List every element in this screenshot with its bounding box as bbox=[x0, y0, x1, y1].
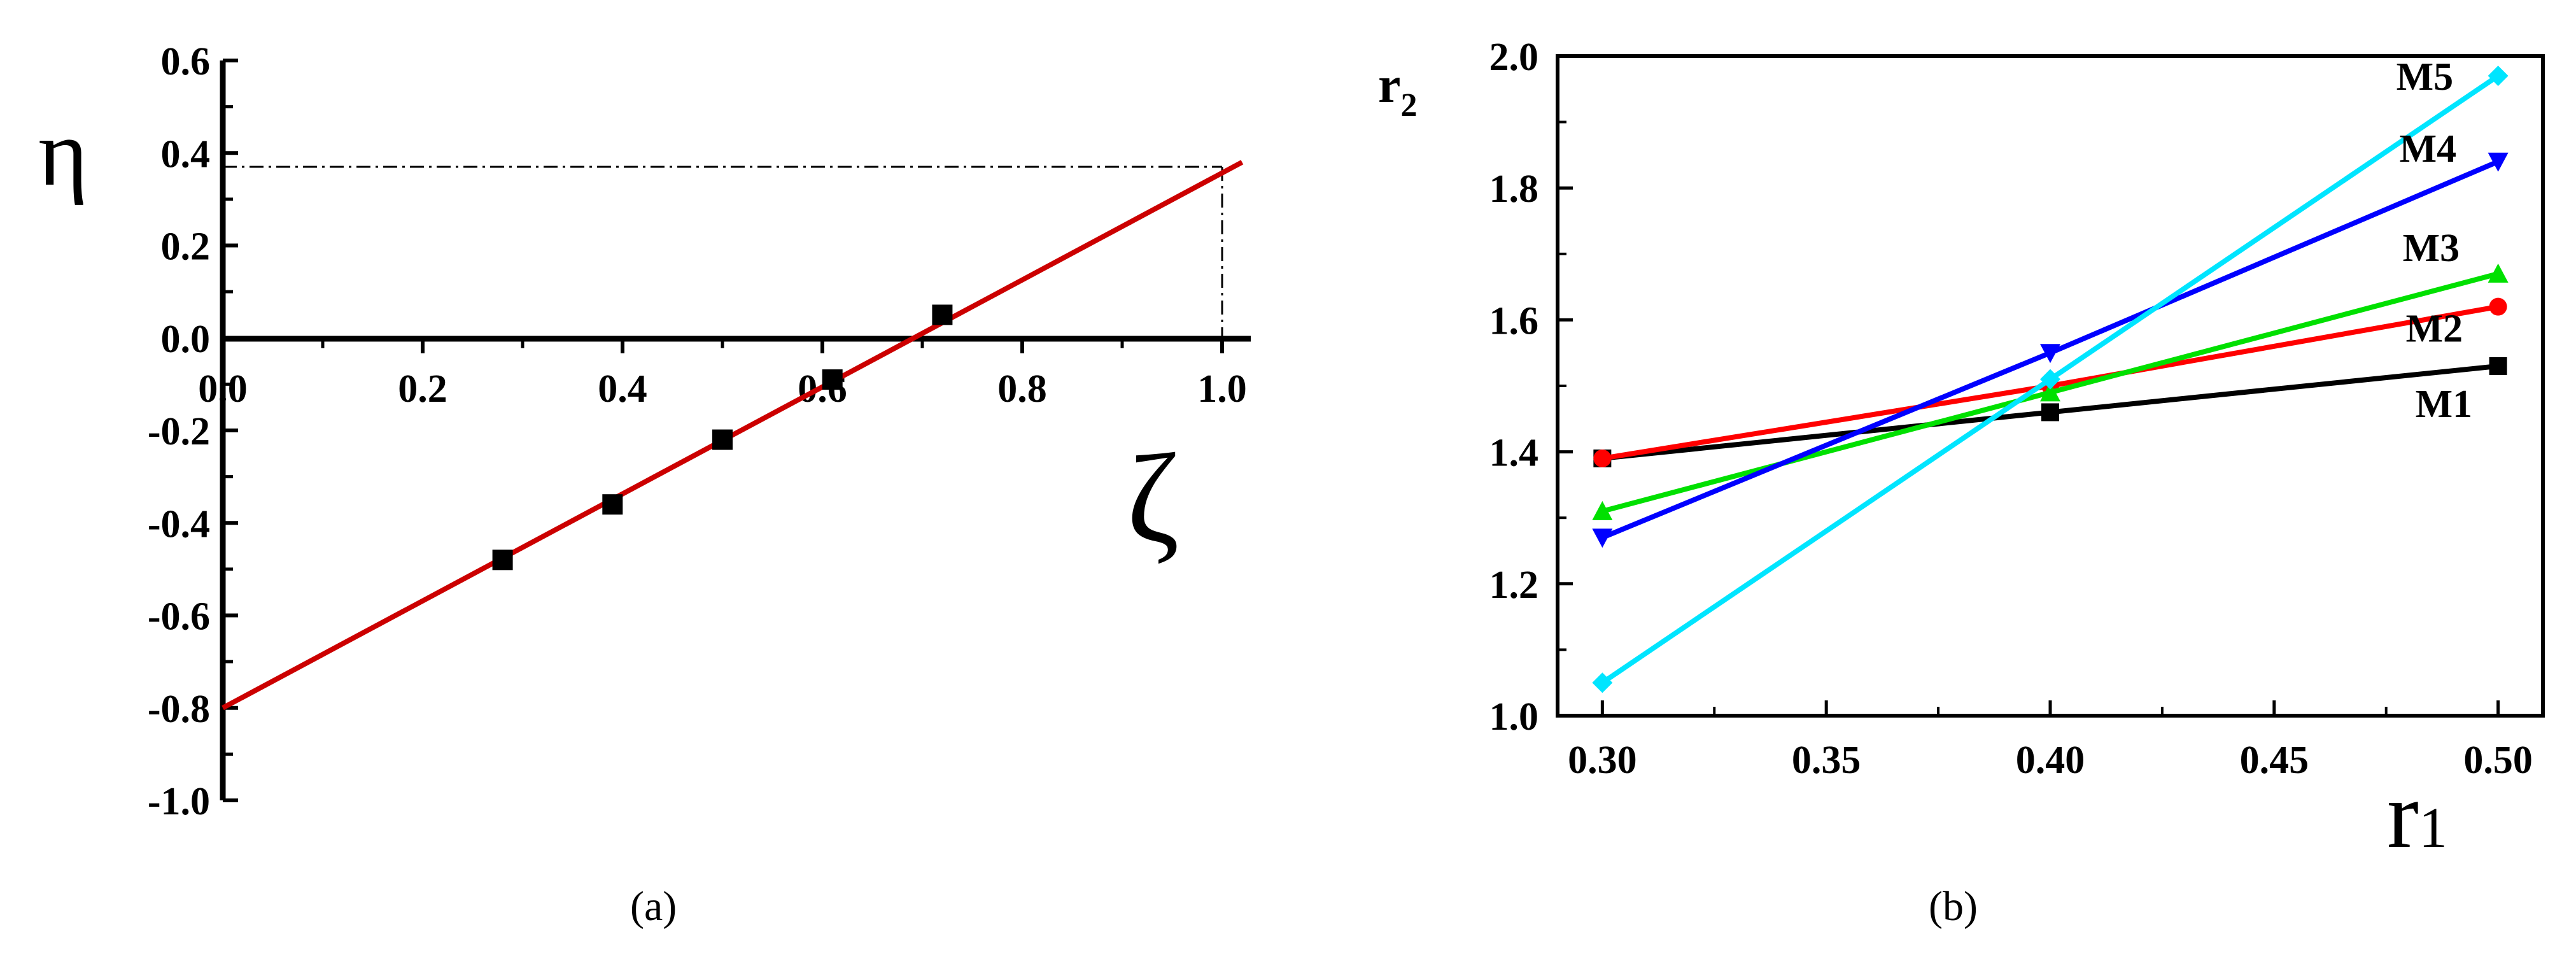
panel-a-data-point bbox=[932, 304, 953, 325]
panel-a-y-tick-label: 0.2 bbox=[161, 225, 211, 269]
panel-a-y-tick-label: 0.4 bbox=[161, 132, 211, 176]
panel-b-x-tick-label: 0.45 bbox=[2240, 739, 2309, 782]
panel-b-caption: (b) bbox=[1929, 883, 1978, 930]
panel-b-series-label: M2 bbox=[2406, 308, 2463, 351]
panel-b-series-M3 bbox=[1592, 263, 2509, 520]
panel-b-y-tick-label: 1.8 bbox=[1489, 167, 1539, 211]
panel-b-x-tick-label: 0.30 bbox=[1568, 739, 1637, 782]
panel-b-series-marker bbox=[2040, 382, 2060, 402]
panel-a-x-tick-label: 0.8 bbox=[997, 367, 1047, 411]
panel-b-y-tick-label: 1.6 bbox=[1489, 299, 1539, 343]
panel-b-series-marker bbox=[1592, 500, 1613, 520]
panel-a-x-tick-label: 0.4 bbox=[598, 367, 647, 411]
panel-b-series-M4 bbox=[1592, 152, 2509, 548]
panel-a-x-tick-label: 0.2 bbox=[398, 367, 447, 411]
panel-b-x-tick-label: 0.50 bbox=[2463, 739, 2533, 782]
panel-b-series-marker bbox=[2489, 297, 2507, 316]
panel-a-data-point bbox=[822, 369, 843, 390]
panel-b-y-tick-label: 1.4 bbox=[1489, 432, 1539, 475]
panel-b-series-M5 bbox=[1592, 66, 2509, 693]
panel-b-series-marker bbox=[1593, 449, 1612, 467]
panel-a-data-point bbox=[602, 494, 623, 515]
panel-a-x-tick-label: 1.0 bbox=[1197, 367, 1247, 411]
panel-b-x-tick-label: 0.35 bbox=[1792, 739, 1861, 782]
panel-b-series-marker bbox=[2488, 263, 2509, 283]
panel-a-y-tick-label: -0.6 bbox=[148, 595, 210, 639]
panel-b-series-marker bbox=[2040, 344, 2060, 364]
panel-a-y-tick-label: -0.4 bbox=[148, 502, 210, 546]
panel-b-y-label: r2 bbox=[1378, 57, 1418, 124]
panel-a-y-tick-label: 0.6 bbox=[161, 40, 211, 83]
panel-b-series-marker bbox=[2041, 403, 2059, 422]
panel-b-series-label: M5 bbox=[2397, 55, 2454, 99]
panel-b-series-marker bbox=[2489, 357, 2507, 375]
panel-a-chart: 0.60.40.20.0-0.2-0.4-0.6-0.8-1.0 0.0 0.2 0… bbox=[38, 40, 1251, 930]
panel-b-series-marker bbox=[2488, 66, 2509, 87]
panel-a-y-tick-label: -0.8 bbox=[148, 688, 210, 731]
panel-a-x-tick-label: 0.0 bbox=[198, 367, 248, 411]
panel-b-series-label: M3 bbox=[2403, 227, 2460, 270]
panel-b-series-label: M4 bbox=[2400, 127, 2457, 171]
panel-b-series-marker bbox=[2040, 369, 2060, 390]
panel-b-series-marker bbox=[1592, 672, 1613, 693]
panel-a-y-tick-label: 0.0 bbox=[161, 318, 211, 361]
panel-b-series-marker bbox=[2488, 152, 2509, 172]
panel-a-y-tick-label: -1.0 bbox=[148, 780, 210, 823]
panel-b-series-marker bbox=[1592, 528, 1613, 548]
panel-a-y-tick-label: -0.2 bbox=[148, 410, 210, 453]
panel-b-chart: 2.01.81.61.41.21.0 0.30 0.35 0.40 0.45 0.50 … bbox=[1378, 36, 2545, 930]
panel-a-data-point bbox=[492, 549, 513, 571]
panel-b-y-tick-label: 2.0 bbox=[1489, 36, 1539, 79]
panel-a-x-label: ζ bbox=[1127, 429, 1179, 569]
panel-a-caption: (a) bbox=[630, 883, 677, 930]
panel-b-x-tick-label: 0.40 bbox=[2016, 739, 2085, 782]
panel-b-y-tick-label: 1.2 bbox=[1489, 564, 1539, 607]
panel-a-data-point bbox=[712, 429, 733, 450]
panel-b-y-tick-label: 1.0 bbox=[1489, 695, 1539, 739]
panel-b-series-label: M1 bbox=[2416, 383, 2473, 426]
panel-a-y-label: η bbox=[38, 100, 88, 206]
panel-b-x-label: r1 bbox=[2387, 762, 2447, 868]
